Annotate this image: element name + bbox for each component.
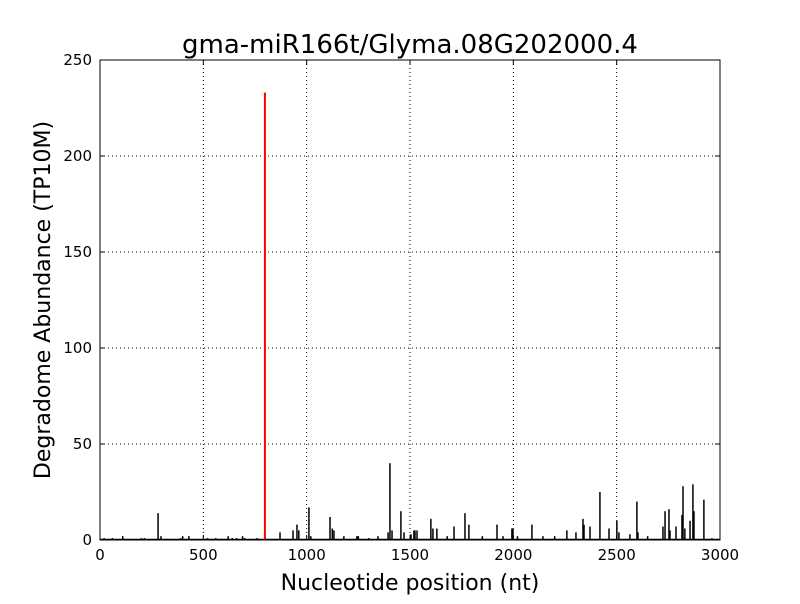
x-tick-label: 500 <box>189 546 218 564</box>
y-tick-label: 100 <box>63 339 92 357</box>
y-tick-label: 150 <box>63 243 92 261</box>
x-tick-label: 1500 <box>391 546 429 564</box>
y-axis-label: Degradome Abundance (TP10M) <box>31 121 56 479</box>
axis-ticks: 0 500 1000 1500 2000 2500 3000 0 50 100 150 200 250 <box>63 51 739 564</box>
x-tick-label: 0 <box>95 546 105 564</box>
x-tick-label: 2500 <box>598 546 636 564</box>
grid-lines <box>99 59 721 541</box>
y-tick-label: 250 <box>63 51 92 69</box>
x-tick-label: 2000 <box>494 546 532 564</box>
x-axis-label: Nucleotide position (nt) <box>281 571 540 596</box>
x-tick-label: 3000 <box>701 546 739 564</box>
y-tick-label: 200 <box>63 147 92 165</box>
y-tick-label: 50 <box>73 435 92 453</box>
y-tick-label: 0 <box>82 531 92 549</box>
x-tick-label: 1000 <box>288 546 326 564</box>
chart-title: gma-miR166t/Glyma.08G202000.4 <box>182 30 638 60</box>
